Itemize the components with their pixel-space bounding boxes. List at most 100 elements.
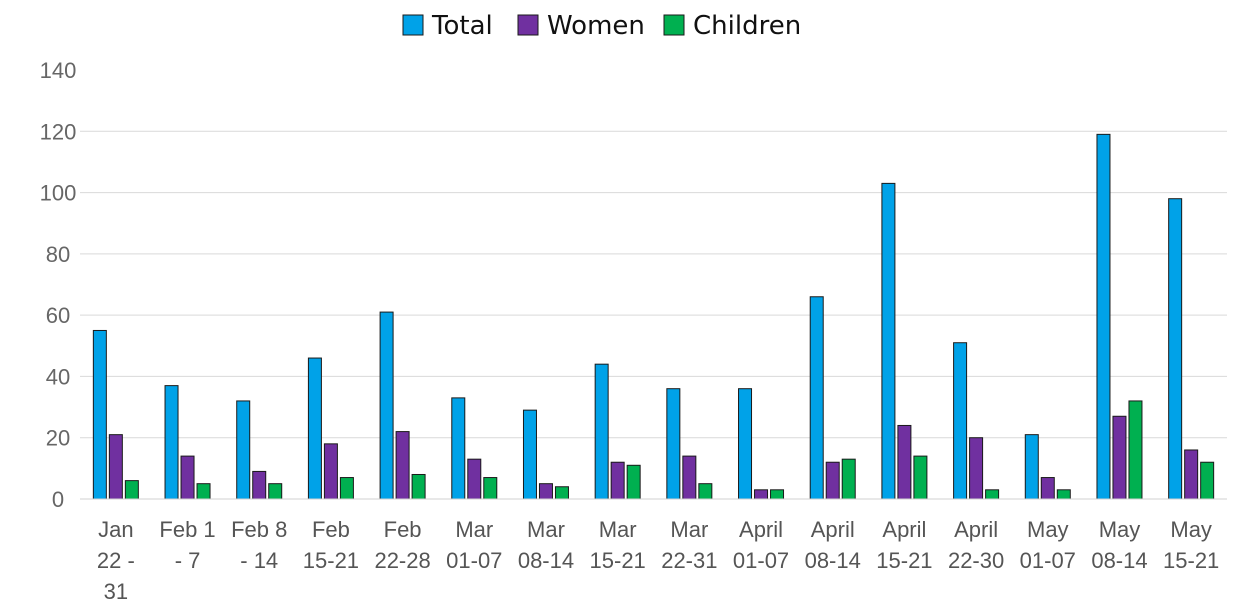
bar-children bbox=[1128, 400, 1143, 500]
bar-total bbox=[1168, 198, 1183, 500]
legend-swatch bbox=[663, 14, 685, 36]
x-tick-label: April 01-07 bbox=[733, 517, 789, 573]
x-tick-label-line: 22-31 bbox=[661, 548, 717, 573]
bar-women bbox=[1040, 477, 1055, 500]
x-tick-label-line: April bbox=[954, 517, 998, 542]
x-tick-label-line: April bbox=[882, 517, 926, 542]
bar-children bbox=[1056, 489, 1071, 500]
bar-total bbox=[1096, 133, 1111, 500]
bar-total bbox=[164, 385, 179, 500]
gridlines bbox=[80, 130, 1227, 439]
bar-group bbox=[379, 311, 426, 500]
legend-swatch bbox=[517, 14, 539, 36]
x-tick-label-line: April bbox=[811, 517, 855, 542]
bar-children bbox=[841, 458, 856, 500]
x-tick-label: Feb 15-21 bbox=[303, 517, 359, 573]
bar-group bbox=[594, 363, 641, 500]
bar-total bbox=[379, 311, 394, 500]
bar-women bbox=[252, 470, 267, 500]
bar-group bbox=[522, 409, 569, 500]
x-tick-label: Mar 08-14 bbox=[518, 517, 574, 573]
x-tick-label-line: 08-14 bbox=[805, 548, 861, 573]
bar-children bbox=[268, 483, 283, 500]
bar-group bbox=[738, 388, 785, 500]
bar-children bbox=[196, 483, 211, 500]
x-tick-label-line: 15-21 bbox=[590, 548, 646, 573]
bar-children bbox=[339, 477, 354, 500]
bar-total bbox=[307, 357, 322, 500]
bar-women bbox=[610, 461, 625, 500]
x-tick-label-line: - 14 bbox=[240, 548, 278, 573]
bar-women bbox=[969, 437, 984, 500]
x-tick-label: May 01-07 bbox=[1020, 517, 1076, 573]
bar-group bbox=[92, 329, 139, 500]
x-tick-label-line: 01-07 bbox=[1020, 548, 1076, 573]
bar-total bbox=[809, 296, 824, 500]
y-tick-label: 100 bbox=[40, 181, 77, 206]
legend: Total Women Children bbox=[402, 11, 801, 41]
bar-women bbox=[897, 424, 912, 500]
x-tick-label: April 08-14 bbox=[805, 517, 861, 573]
bar-women bbox=[682, 455, 697, 500]
y-tick-label: 140 bbox=[40, 58, 77, 83]
y-axis: 0 20 40 60 80 100 120 140 bbox=[40, 58, 77, 512]
x-tick-label-line: 22-28 bbox=[374, 548, 430, 573]
bar-total bbox=[738, 388, 753, 500]
bar-group bbox=[881, 182, 928, 500]
x-tick-label: April 22-30 bbox=[948, 517, 1004, 573]
x-tick-label-line: 22-30 bbox=[948, 548, 1004, 573]
bar-children bbox=[985, 489, 1000, 500]
bar-women bbox=[1184, 449, 1199, 500]
x-tick-label-line: 31 bbox=[104, 579, 128, 603]
y-tick-label: 60 bbox=[46, 303, 70, 328]
legend-item-children: Children bbox=[663, 11, 801, 41]
bar-children bbox=[124, 480, 139, 500]
bar-children bbox=[483, 477, 498, 500]
x-tick-label-line: 15-21 bbox=[876, 548, 932, 573]
x-tick-label-line: Mar bbox=[527, 517, 565, 542]
x-tick-label-line: 15-21 bbox=[303, 548, 359, 573]
x-tick-label-line: - 7 bbox=[175, 548, 201, 573]
bar-group bbox=[809, 296, 856, 500]
x-tick-label: Mar 22-31 bbox=[661, 517, 717, 573]
bar-women bbox=[538, 483, 553, 500]
x-tick-label: Feb 8 - 14 bbox=[231, 517, 287, 573]
bar-women bbox=[180, 455, 195, 500]
x-tick-label-line: Mar bbox=[455, 517, 493, 542]
bar-group bbox=[307, 357, 354, 500]
x-tick-label-line: Feb bbox=[312, 517, 350, 542]
x-axis: Jan 22 - 31 Feb 1 - 7 Feb 8 - 14 Feb 15-21 Feb 22-… bbox=[97, 517, 1219, 603]
x-tick-label-line: 15-21 bbox=[1163, 548, 1219, 573]
bar-total bbox=[1024, 434, 1039, 500]
legend-label: Women bbox=[547, 11, 645, 41]
x-tick-label-line: May bbox=[1170, 517, 1212, 542]
x-tick-label-line: 08-14 bbox=[1091, 548, 1147, 573]
bar-group bbox=[1168, 198, 1215, 500]
bar-total bbox=[594, 363, 609, 500]
bar-total bbox=[666, 388, 681, 500]
legend-item-total: Total bbox=[402, 11, 493, 41]
bar-group bbox=[1024, 434, 1071, 500]
bar-women bbox=[467, 458, 482, 500]
bar-total bbox=[881, 182, 896, 500]
x-tick-label-line: 22 - bbox=[97, 548, 135, 573]
legend-item-women: Women bbox=[517, 11, 645, 41]
bar-group bbox=[451, 397, 498, 500]
bar-women bbox=[395, 431, 410, 500]
y-tick-label: 40 bbox=[46, 364, 70, 389]
bar-total bbox=[92, 329, 107, 500]
x-tick-label: May 08-14 bbox=[1091, 517, 1147, 573]
x-tick-label-line: 01-07 bbox=[733, 548, 789, 573]
bar-group bbox=[1096, 133, 1143, 500]
bar-children bbox=[698, 483, 713, 500]
bar-children bbox=[411, 473, 426, 500]
x-tick-label-line: Feb 1 bbox=[159, 517, 215, 542]
y-tick-label: 80 bbox=[46, 242, 70, 267]
x-tick-label-line: 01-07 bbox=[446, 548, 502, 573]
bar-children bbox=[913, 455, 928, 500]
bar-group bbox=[164, 385, 211, 500]
bar-group bbox=[236, 400, 283, 500]
bar-group bbox=[666, 388, 713, 500]
